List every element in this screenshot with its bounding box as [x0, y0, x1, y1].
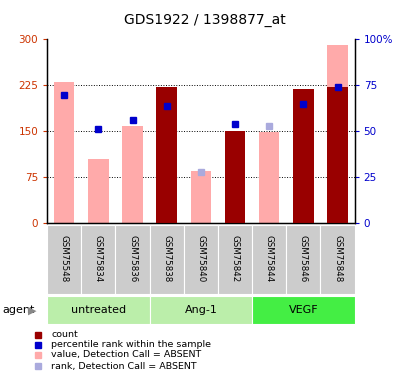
Bar [149, 296, 252, 324]
Bar [54, 82, 74, 223]
Text: agent: agent [2, 305, 34, 315]
Bar [149, 225, 183, 294]
Bar [258, 132, 279, 223]
Text: GSM75838: GSM75838 [162, 235, 171, 282]
Bar [326, 45, 347, 223]
Text: value, Detection Call = ABSENT: value, Detection Call = ABSENT [52, 350, 201, 359]
Text: rank, Detection Call = ABSENT: rank, Detection Call = ABSENT [52, 362, 197, 370]
Bar [292, 89, 313, 223]
Text: GSM75834: GSM75834 [94, 235, 103, 282]
Text: Ang-1: Ang-1 [184, 305, 217, 315]
Bar [81, 225, 115, 294]
Bar [285, 225, 320, 294]
Bar [88, 159, 108, 223]
Text: GSM75548: GSM75548 [60, 235, 69, 282]
Bar [326, 87, 347, 223]
Text: GSM75844: GSM75844 [264, 235, 273, 282]
Bar [320, 225, 354, 294]
Bar [115, 225, 149, 294]
Text: percentile rank within the sample: percentile rank within the sample [52, 340, 211, 349]
Text: GDS1922 / 1398877_at: GDS1922 / 1398877_at [124, 13, 285, 27]
Text: GSM75846: GSM75846 [298, 235, 307, 282]
Text: GSM75836: GSM75836 [128, 235, 137, 282]
Bar [47, 225, 81, 294]
Text: untreated: untreated [71, 305, 126, 315]
Bar [252, 225, 285, 294]
Bar [252, 296, 354, 324]
Text: GSM75848: GSM75848 [332, 235, 341, 282]
Text: count: count [52, 330, 78, 339]
Bar [218, 225, 252, 294]
Bar [122, 126, 142, 223]
Bar [47, 296, 149, 324]
Text: GSM75840: GSM75840 [196, 235, 205, 282]
Text: GSM75842: GSM75842 [230, 235, 239, 282]
Text: ▶: ▶ [28, 305, 36, 315]
Text: VEGF: VEGF [288, 305, 317, 315]
Bar [183, 225, 218, 294]
Bar [224, 130, 245, 223]
Bar [156, 87, 177, 223]
Bar [190, 171, 211, 223]
